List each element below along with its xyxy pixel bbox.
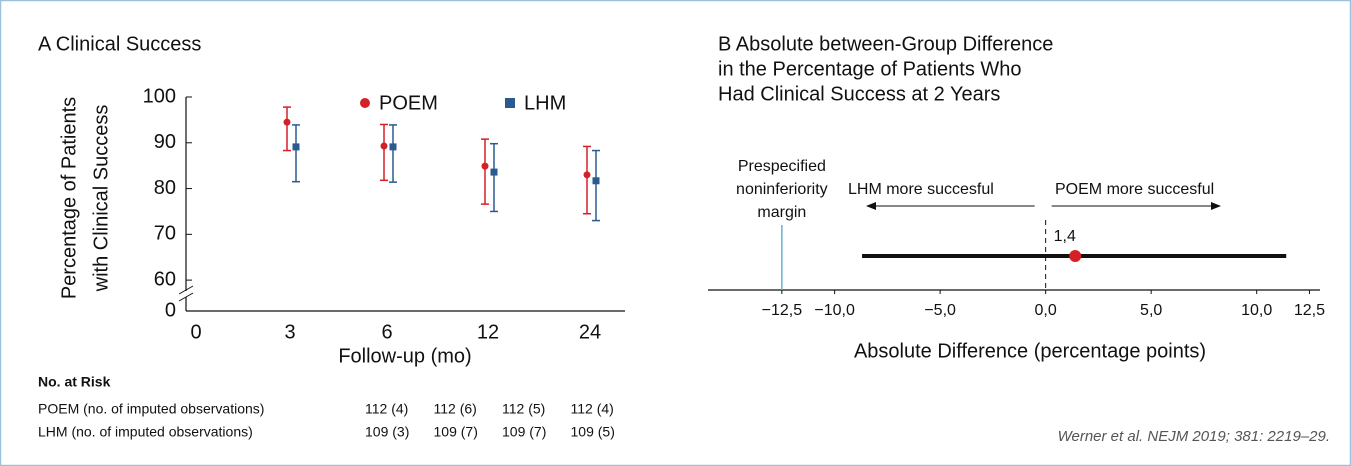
- citation: Werner et al. NEJM 2019; 381: 2219–29.: [1058, 428, 1330, 445]
- risk-cell: 112 (5): [502, 401, 545, 417]
- x-tick-label: 3: [284, 321, 295, 343]
- x-tick-label: −12,5: [762, 302, 803, 319]
- x-axis-label: Follow-up (mo): [338, 345, 471, 367]
- y-tick-label: 100: [143, 85, 176, 107]
- legend-label: POEM: [379, 92, 438, 114]
- point: [592, 177, 600, 185]
- axis-break: [178, 285, 194, 295]
- risk-table-title: No. at Risk: [38, 374, 111, 390]
- value-label: 1,4: [1054, 228, 1076, 245]
- legend-marker: [505, 98, 515, 108]
- point: [380, 142, 388, 150]
- risk-row-label: POEM (no. of imputed observations): [38, 401, 264, 417]
- y-axis-label: Percentage of Patients: [58, 97, 80, 299]
- x-tick-label: 12,5: [1294, 302, 1325, 319]
- risk-cell: 109 (5): [571, 424, 615, 440]
- y-tick-label: 80: [154, 177, 176, 199]
- y-tick-label: 70: [154, 223, 176, 245]
- x-tick-label: 12: [477, 321, 499, 343]
- panel-title: Had Clinical Success at 2 Years: [718, 83, 1000, 105]
- risk-cell: 109 (7): [502, 424, 546, 440]
- y-tick-label: 60: [154, 268, 176, 290]
- panel-title: A Clinical Success: [38, 33, 201, 55]
- panel-title: B Absolute between-Group Difference: [718, 33, 1053, 55]
- axis-break-gap: [178, 291, 194, 297]
- x-tick-label: 10,0: [1241, 302, 1272, 319]
- x-tick-label: −5,0: [924, 302, 956, 319]
- risk-cell: 112 (4): [571, 401, 614, 417]
- axis-break: [178, 292, 194, 302]
- margin-label: noninferiority: [736, 181, 828, 198]
- panel-title: in the Percentage of Patients Who: [718, 58, 1022, 80]
- y-tick-label: 90: [154, 131, 176, 153]
- arrow-label: POEM more succesful: [1055, 181, 1214, 198]
- risk-cell: 112 (4): [365, 401, 408, 417]
- x-tick-label: 24: [579, 321, 601, 343]
- risk-cell: 112 (6): [434, 401, 477, 417]
- point: [583, 171, 591, 179]
- point: [481, 162, 489, 170]
- point-estimate: [1069, 250, 1082, 262]
- x-axis-label: Absolute Difference (percentage points): [854, 340, 1206, 362]
- x-tick-label: 0,0: [1035, 302, 1057, 319]
- point: [389, 143, 397, 151]
- x-tick-label: −10,0: [814, 302, 855, 319]
- risk-row-label: LHM (no. of imputed observations): [38, 424, 253, 440]
- arrow-label: LHM more succesful: [848, 181, 994, 198]
- margin-label: margin: [757, 204, 806, 221]
- y-tick-label: 0: [165, 299, 176, 321]
- x-tick-label: 5,0: [1140, 302, 1162, 319]
- y-axis-label: with Clinical Success: [90, 105, 112, 293]
- legend-marker: [360, 98, 370, 108]
- risk-cell: 109 (7): [434, 424, 478, 440]
- x-tick-label: 0: [190, 321, 201, 343]
- risk-cell: 109 (3): [365, 424, 409, 440]
- point: [292, 143, 300, 151]
- legend-label: LHM: [524, 92, 566, 114]
- point: [490, 168, 498, 176]
- point: [283, 118, 291, 126]
- margin-label: Prespecified: [738, 158, 826, 175]
- x-tick-label: 6: [381, 321, 392, 343]
